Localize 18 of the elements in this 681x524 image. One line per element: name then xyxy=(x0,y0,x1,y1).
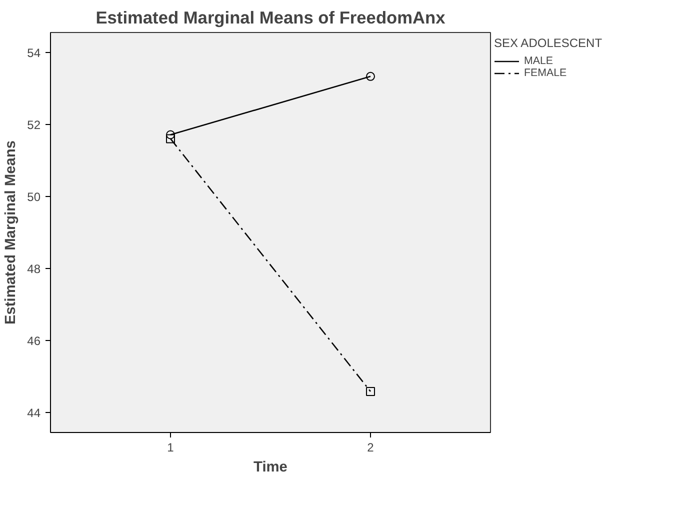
y-axis-title: Estimated Marginal Means xyxy=(3,140,20,325)
y-tick-label: 50 xyxy=(27,190,41,204)
point xyxy=(166,134,175,144)
chart-title: Estimated Marginal Means of FreedomAnx xyxy=(96,8,446,28)
y-tick-label: 52 xyxy=(27,118,41,132)
y-tick-label: 54 xyxy=(27,46,41,60)
y-tick-label: 48 xyxy=(27,262,41,276)
y-tick-label: 44 xyxy=(27,406,41,420)
point xyxy=(366,386,375,396)
legend-label: MALE xyxy=(524,55,554,67)
x-axis-title: Time xyxy=(254,460,288,476)
y-tick-label: 46 xyxy=(27,334,41,348)
legend-title: SEX ADOLESCENT xyxy=(494,36,602,50)
point xyxy=(366,72,375,81)
point xyxy=(166,130,175,140)
legend-label: FEMALE xyxy=(524,67,567,79)
x-tick-label: 1 xyxy=(167,440,174,454)
x-tick-label: 2 xyxy=(367,440,374,454)
